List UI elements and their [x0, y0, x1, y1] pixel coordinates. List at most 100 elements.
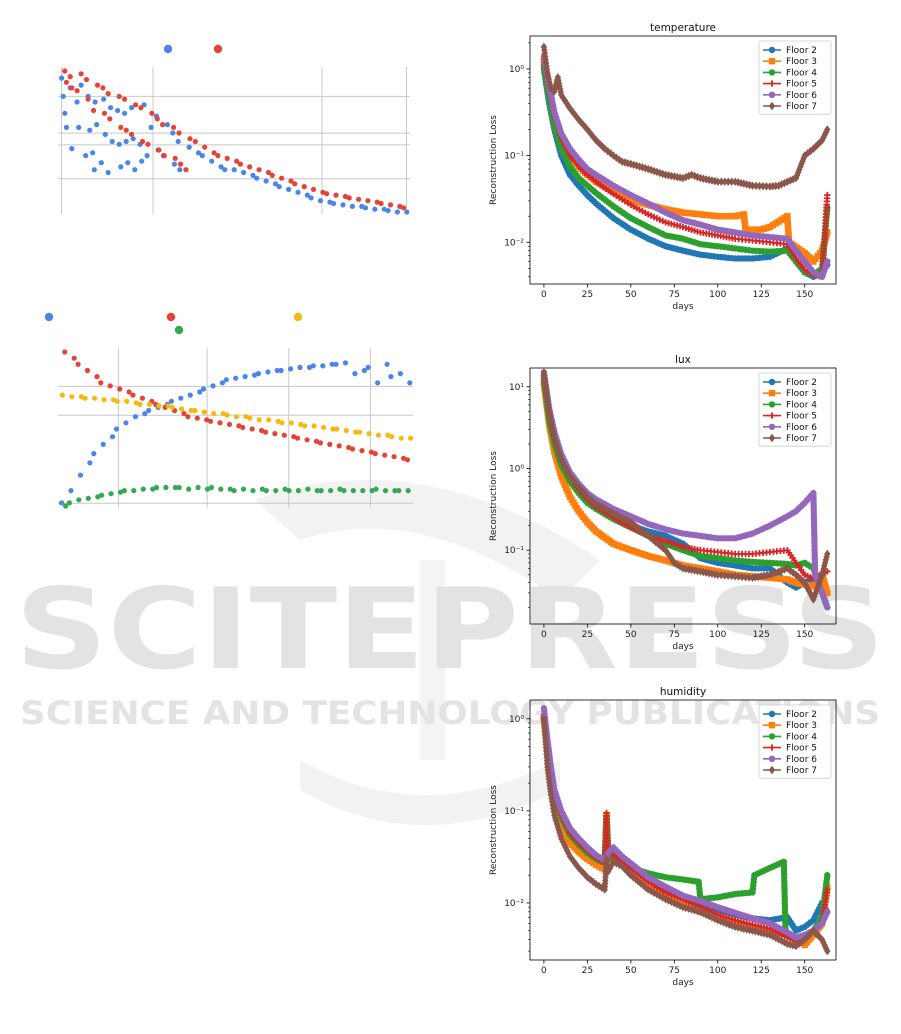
series-marker [749, 573, 756, 582]
scatter-point [281, 432, 287, 438]
scatter-point [91, 451, 97, 457]
scatter-point [102, 131, 108, 137]
scatter-point [171, 124, 177, 130]
scatter-point [100, 441, 106, 447]
legend-marker [768, 433, 776, 443]
scatter-point [262, 429, 269, 435]
series-marker [579, 120, 587, 129]
scatter-point [405, 488, 411, 494]
scatter-point [259, 486, 265, 492]
series-marker [565, 849, 572, 858]
series-marker [559, 837, 566, 846]
scatter-point [186, 486, 192, 492]
y-tick-label: 10⁻¹ [504, 546, 524, 556]
scatter-point [382, 488, 389, 494]
scatter-point [202, 144, 208, 150]
series-marker [642, 163, 649, 173]
legend-label: Floor 7 [786, 766, 817, 776]
scatter-point [278, 367, 284, 374]
series-marker [562, 843, 569, 852]
series-marker [563, 846, 571, 855]
series-marker [787, 566, 794, 575]
series-marker [720, 918, 727, 927]
series-marker [669, 556, 676, 565]
legend-marker [768, 401, 776, 408]
scatter-point [156, 147, 162, 153]
legend-label: Floor 6 [786, 423, 817, 433]
y-tick-label: 10⁰ [509, 715, 524, 725]
series-marker [656, 891, 664, 901]
series-marker [683, 209, 690, 217]
series-marker [686, 210, 694, 217]
scatter-point [163, 484, 169, 491]
series-marker [778, 180, 785, 189]
scatter-point [297, 364, 303, 370]
scatter-point [149, 110, 155, 116]
series-marker [665, 551, 673, 560]
series-marker [708, 913, 716, 922]
scatter-point [98, 160, 104, 166]
series-marker [589, 497, 597, 506]
scatter-point [121, 488, 127, 494]
series-marker [781, 938, 788, 947]
series-marker [824, 125, 831, 134]
scatter-point [62, 68, 68, 74]
series-marker [685, 171, 692, 181]
series-marker [595, 138, 602, 147]
scatter-point [99, 492, 105, 498]
scatter-point [153, 484, 160, 491]
scatter-point [388, 374, 394, 380]
series-marker [781, 565, 788, 574]
series-marker [608, 860, 615, 870]
y-tick-label: 10⁻¹ [504, 807, 524, 817]
scatter-point [302, 423, 308, 429]
scatter-point [304, 437, 310, 443]
series-marker [784, 219, 791, 226]
series-marker [623, 866, 630, 875]
series-marker [780, 575, 788, 583]
scatter-point [398, 435, 404, 441]
scatter-point [218, 486, 224, 492]
scatter-point [185, 414, 191, 420]
legend-label: Floor 2 [786, 378, 817, 388]
scatter-point [279, 420, 285, 426]
legend-marker [768, 390, 776, 397]
scatter-point [101, 397, 107, 403]
series-marker [558, 834, 565, 843]
series-marker [656, 168, 664, 178]
scatter-point [83, 153, 89, 159]
scatter-point [87, 127, 93, 133]
series-marker [592, 499, 600, 509]
series-marker [808, 928, 815, 938]
series-marker [579, 868, 587, 877]
series-marker [642, 883, 649, 892]
series-marker [700, 211, 708, 218]
plot-frame [529, 35, 837, 285]
scatter-point [69, 85, 75, 91]
scatter-point [116, 93, 122, 99]
scatter-point [295, 435, 301, 441]
scatter-point [365, 364, 371, 370]
scatter-point [60, 93, 66, 99]
scatter-point [154, 116, 160, 122]
scatter-point [327, 441, 333, 447]
series-marker [688, 565, 695, 575]
series-marker [610, 857, 617, 866]
legend-marker [768, 722, 776, 729]
scatter-point [94, 122, 100, 128]
y-tick-label: 10⁻² [504, 238, 524, 248]
scatter-point [324, 191, 330, 197]
scatter-point [211, 150, 217, 156]
scatter-point [209, 158, 215, 164]
series-marker [573, 861, 581, 870]
series-marker [723, 919, 730, 928]
series-marker [759, 181, 767, 191]
scatter-point [62, 110, 68, 116]
scatter-point [109, 138, 115, 145]
series-marker [691, 171, 698, 181]
series-marker [682, 903, 690, 913]
series-marker [824, 589, 831, 597]
series-marker [714, 570, 721, 580]
scatter-point [247, 415, 253, 421]
